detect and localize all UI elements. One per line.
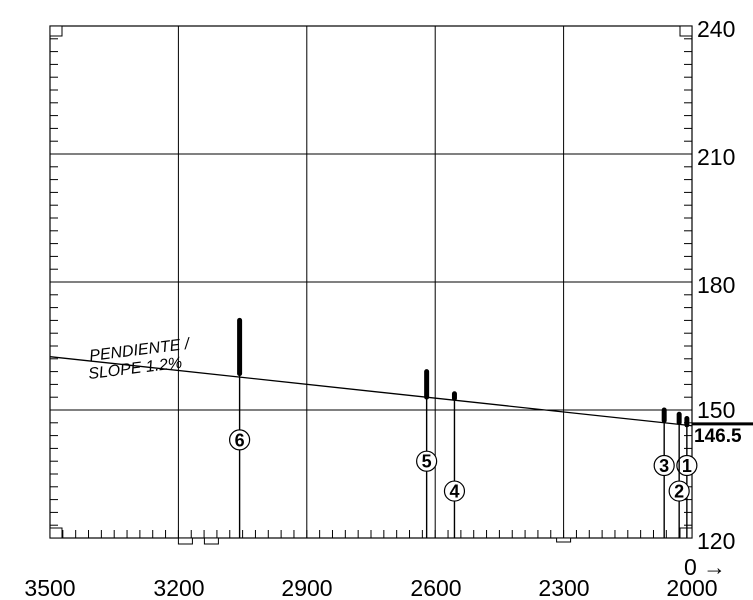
- marker-circle: [668, 480, 690, 502]
- corner-box: [679, 527, 693, 539]
- marker-circle: [229, 429, 251, 451]
- marker-5: 5: [416, 369, 438, 538]
- x-tick-label: 2600: [410, 575, 461, 600]
- corner-box: [203, 537, 219, 545]
- corner-box: [177, 537, 193, 545]
- markers: 1 23 45 6: [229, 317, 698, 538]
- marker-label: 6: [235, 430, 245, 450]
- marker-4: 4: [443, 391, 466, 538]
- corner-box: [679, 25, 693, 37]
- marker-label: 1: [682, 456, 692, 476]
- corner-boxes: [49, 25, 693, 545]
- marker-circle: [653, 454, 675, 477]
- marker-label: 3: [659, 456, 669, 476]
- marker-circle: [416, 450, 438, 472]
- marker-label: 4: [449, 482, 459, 502]
- y-axis-labels: 240 210 180 150 120 0 →: [684, 16, 735, 580]
- y-zero-label: 0: [684, 554, 697, 580]
- y-tick-label: 240: [697, 16, 735, 42]
- x-tick-label: 2300: [538, 575, 589, 600]
- marker-6: 6: [229, 317, 251, 538]
- corner-box: [556, 537, 572, 543]
- marker-2: 2: [668, 411, 690, 538]
- grid-lines: [50, 26, 692, 538]
- corner-box: [49, 527, 63, 539]
- y-tick-label: 180: [697, 272, 735, 298]
- marker-label: 2: [674, 482, 684, 502]
- axis-arrow-icon: →: [703, 554, 726, 580]
- x-axis-labels: 3500 3200 2900 2600 2300 2000: [24, 575, 717, 600]
- marker-label: 5: [422, 452, 432, 472]
- marker-1: 1: [676, 416, 698, 538]
- marker-circle: [676, 454, 698, 477]
- reference-level-label: 146.5: [694, 426, 742, 447]
- marker-3: 3: [653, 407, 675, 538]
- corner-box: [49, 25, 63, 37]
- y-tick-label: 120: [697, 528, 735, 554]
- x-tick-label: 3200: [153, 575, 204, 600]
- reference-level: 146.5: [692, 422, 753, 447]
- x-tick-label: 2000: [666, 575, 717, 600]
- ruler-ticks: [50, 38, 692, 538]
- x-tick-label: 2900: [281, 575, 332, 600]
- marker-circle: [443, 480, 466, 502]
- y-tick-label: 210: [697, 144, 735, 170]
- slope-line: [49, 356, 693, 427]
- x-tick-label: 3500: [24, 575, 75, 600]
- y-tick-label: 150: [697, 397, 735, 423]
